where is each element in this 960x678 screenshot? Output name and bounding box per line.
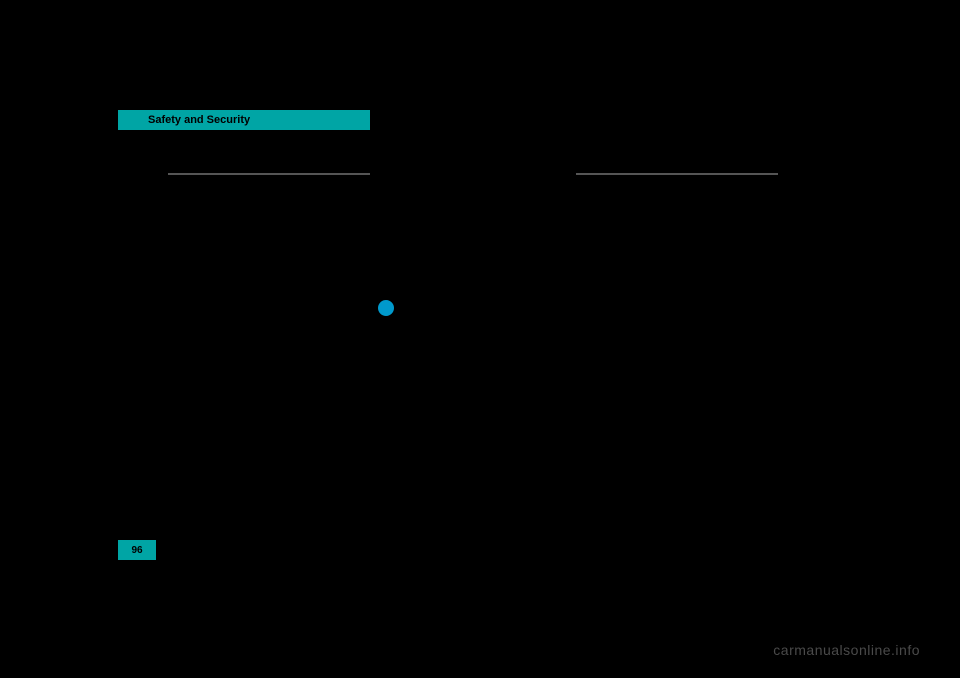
watermark-text: carmanualsonline.info [773, 642, 920, 658]
section-header-bar: Safety and Security [118, 110, 370, 130]
section-title: Safety and Security [148, 114, 250, 126]
page-container: Safety and Security 96 carmanualsonline.… [0, 0, 960, 678]
info-icon [378, 300, 394, 316]
column-divider-right [576, 173, 778, 175]
column-divider-left [168, 173, 370, 175]
page-number-box: 96 [118, 540, 156, 560]
page-number: 96 [131, 545, 142, 556]
